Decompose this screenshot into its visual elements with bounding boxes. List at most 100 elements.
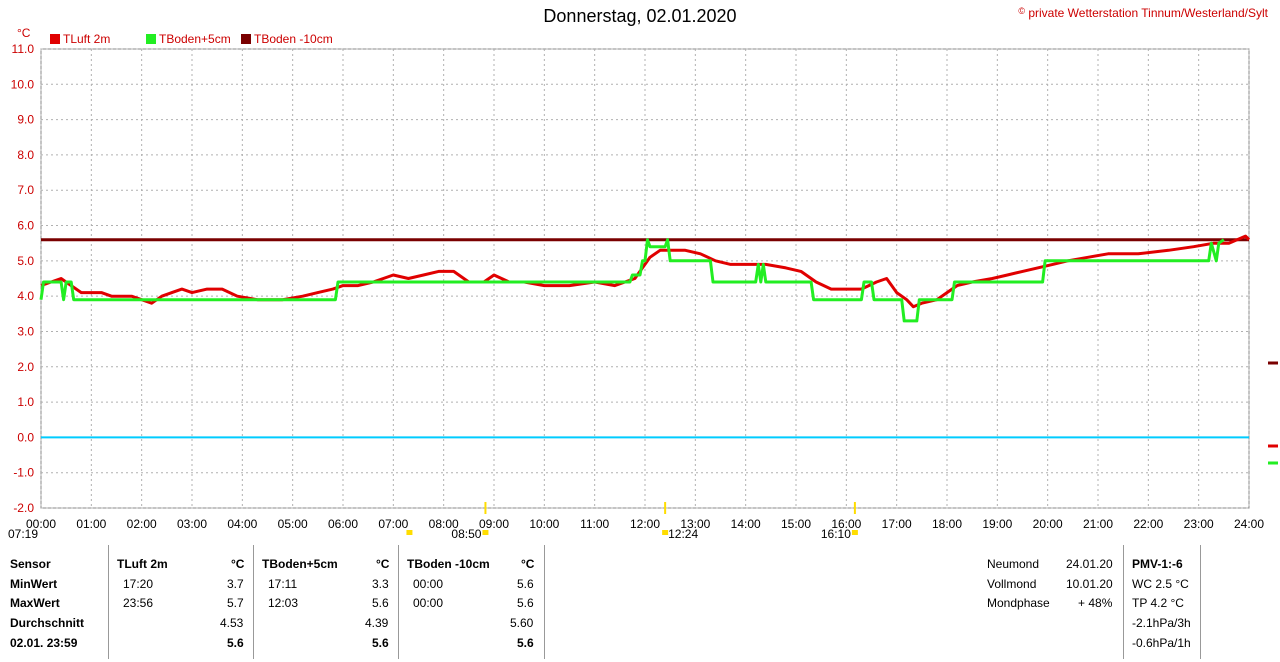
sensor-col-tboden5: TBoden+5cm °C 17:11 3.3 12:03 5.6 4.39 5… [253, 545, 399, 659]
series-line-tboden5 [39, 238, 1225, 323]
y-tick-label: 6.0 [17, 219, 34, 233]
min-value: 3.7 [227, 577, 244, 591]
min-value: 3.3 [372, 577, 389, 591]
copyright-text: private Wetterstation Tinnum/Westerland/… [1028, 6, 1268, 20]
stats-table: Sensor MinWert MaxWert Durchschnitt 02.0… [0, 545, 1280, 659]
max-value: 5.6 [517, 596, 534, 610]
x-tick-label: 17:00 [882, 517, 912, 531]
legend-tboden10: TBoden -10cm [241, 32, 333, 46]
y-tick-label: 2.0 [17, 360, 34, 374]
row-label-avg: Durchschnitt [10, 616, 85, 630]
moon-label-full: Vollmond [987, 577, 1037, 591]
moon-value-full: 10.01.20 [1066, 577, 1113, 591]
max-time: 00:00 [413, 596, 444, 610]
moon-value-phase: + 48% [1078, 596, 1113, 610]
legend-label-tboden5: TBoden+5cm [159, 32, 231, 46]
y-tick-label: -2.0 [13, 501, 34, 515]
copyright-notice: © private Wetterstation Tinnum/Westerlan… [1018, 6, 1268, 20]
temperature-chart: 11.0 10.0 9.0 8.0 7.0 6.0 5.0 4.0 3.0 2.0 1.0 0.0 -1… [8, 42, 1278, 541]
x-tick-label: 22:00 [1133, 517, 1163, 531]
current-value: 5.6 [227, 636, 244, 650]
x-tick-label: 16:00 [831, 517, 861, 531]
y-tick-label: -1.0 [13, 466, 34, 480]
sun-marker-label: 12:24 [668, 527, 698, 541]
y-tick-label: 3.0 [17, 324, 34, 338]
x-tick-label: 02:00 [127, 517, 157, 531]
pmv-column: PMV-1:-6 WC 2.5 °C TP 4.2 °C -2.1hPa/3h … [1123, 545, 1201, 659]
legend-label-tluft: TLuft 2m [63, 32, 111, 46]
max-time: 12:03 [268, 596, 299, 610]
y-tick-label: 1.0 [17, 395, 34, 409]
x-tick-label: 11:00 [580, 517, 609, 531]
series-line-tluft [40, 234, 1251, 309]
y-axis-unit: °C [17, 26, 31, 40]
sun-marker-dot [482, 530, 489, 535]
x-tick-label: 14:00 [731, 517, 761, 531]
avg-value: 4.39 [365, 616, 389, 630]
sun-marker-label: 16:10 [821, 527, 851, 541]
x-tick-label: 19:00 [982, 517, 1012, 531]
legend-swatch-tluft [50, 34, 60, 44]
y-tick-label: 5.0 [17, 254, 34, 268]
x-tick-label: 23:00 [1184, 517, 1214, 531]
legend-label-tboden10: TBoden -10cm [254, 32, 333, 46]
x-tick-label: 08:00 [429, 517, 459, 531]
row-label-min: MinWert [10, 577, 58, 591]
x-tick-label: 18:00 [932, 517, 962, 531]
x-tick-label: 10:00 [529, 517, 559, 531]
row-label-max: MaxWert [10, 596, 60, 610]
moon-label-phase: Mondphase [987, 596, 1050, 610]
x-tick-label: 01:00 [76, 517, 106, 531]
min-time: 17:20 [123, 577, 154, 591]
sensor-unit: °C [376, 557, 390, 571]
y-tick-label: 8.0 [17, 148, 34, 162]
pmv-header: PMV-1:-6 [1132, 557, 1183, 571]
sensor-col-tluft: TLuft 2m °C 17:20 3.7 23:56 5.7 4.53 5.6 [108, 545, 254, 659]
min-value: 5.6 [517, 577, 534, 591]
row-label-current: 02.01. 23:59 [10, 636, 78, 650]
y-tick-label: 4.0 [17, 289, 34, 303]
pmv-line: TP 4.2 °C [1132, 596, 1184, 610]
sun-marker-dot [851, 530, 858, 535]
x-tick-label: 21:00 [1083, 517, 1113, 531]
x-tick-label: 12:00 [630, 517, 660, 531]
moon-value-new: 24.01.20 [1066, 557, 1113, 571]
pmv-line: -0.6hPa/1h [1132, 636, 1191, 650]
chart-title: Donnerstag, 02.01.2020 [543, 6, 737, 26]
min-time: 00:00 [413, 577, 444, 591]
sun-marker-label: 08:50 [451, 527, 481, 541]
x-tick-label: 13:00 [680, 517, 710, 531]
max-time: 23:56 [123, 596, 154, 610]
x-tick-label: 00:00 [26, 517, 56, 531]
legend-swatch-tboden5 [146, 34, 156, 44]
x-tick-label: 04:00 [227, 517, 257, 531]
max-value: 5.7 [227, 596, 244, 610]
current-value: 5.6 [372, 636, 389, 650]
x-tick-label: 07:00 [378, 517, 408, 531]
sun-marker-dot [662, 530, 669, 535]
x-tick-label: 20:00 [1033, 517, 1063, 531]
sun-marker-label: 07:19 [8, 527, 38, 541]
current-value: 5.6 [517, 636, 534, 650]
sensor-unit: °C [521, 557, 535, 571]
legend-swatch-tboden10 [241, 34, 251, 44]
pmv-line: -2.1hPa/3h [1132, 616, 1191, 630]
x-tick-label: 15:00 [781, 517, 811, 531]
pmv-line: WC 2.5 °C [1132, 577, 1189, 591]
avg-value: 5.60 [510, 616, 534, 630]
min-time: 17:11 [268, 577, 298, 591]
sensor-name: TLuft 2m [117, 557, 168, 571]
sensor-unit: °C [231, 557, 245, 571]
moon-label-new: Neumond [987, 557, 1040, 571]
sensor-header: Sensor [10, 557, 51, 571]
avg-value: 4.53 [220, 616, 244, 630]
copyright-symbol: © [1018, 6, 1025, 16]
x-tick-label: 03:00 [177, 517, 207, 531]
max-value: 5.6 [372, 596, 389, 610]
x-tick-label: 05:00 [278, 517, 308, 531]
y-tick-label: 11.0 [12, 42, 35, 56]
sensor-col-tboden10: TBoden -10cm °C 00:00 5.6 00:00 5.6 5.60… [398, 545, 545, 659]
x-tick-label: 09:00 [479, 517, 509, 531]
y-tick-label: 7.0 [17, 183, 34, 197]
y-tick-label: 0.0 [17, 430, 34, 444]
